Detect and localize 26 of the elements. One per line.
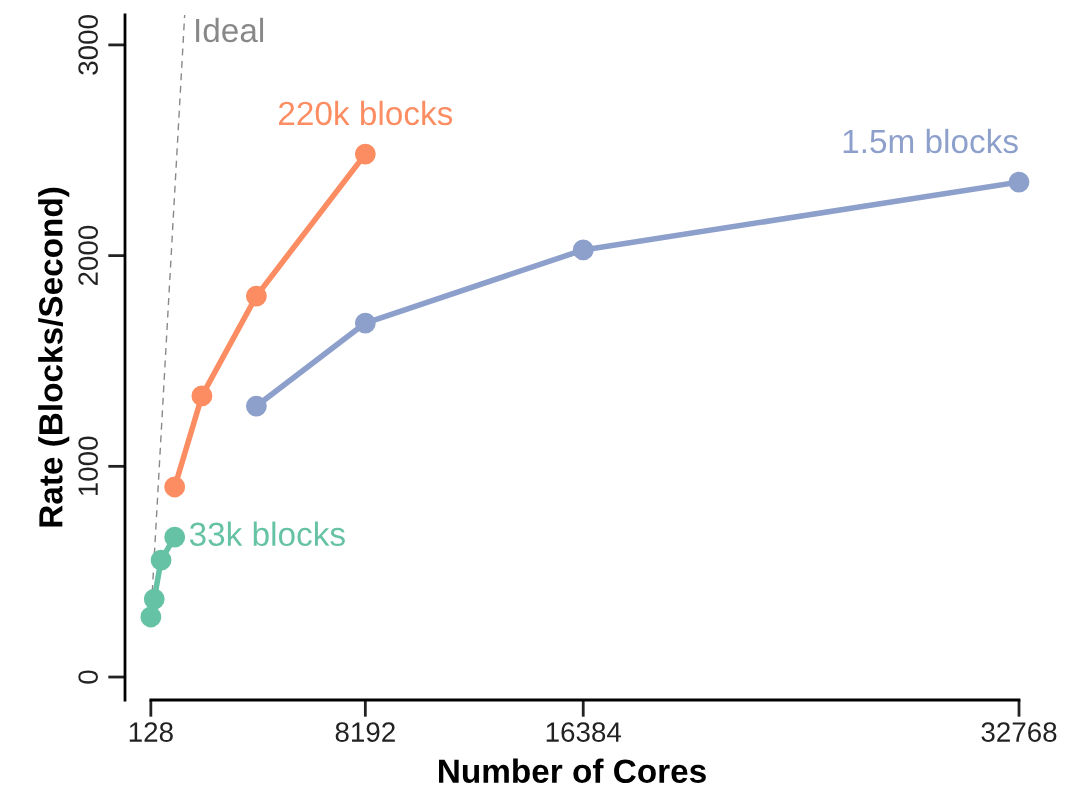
y-tick-label: 3000	[78, 15, 98, 75]
series-label: Ideal	[196, 17, 264, 43]
point	[245, 285, 267, 307]
point	[143, 588, 165, 610]
point	[1008, 171, 1030, 193]
y-tick-label: 1000	[78, 436, 98, 496]
series-label: 220k blocks	[279, 100, 453, 126]
series-label: 1.5m blocks	[843, 128, 1018, 154]
x-tick-label: 32768	[981, 722, 1057, 742]
point	[140, 606, 162, 628]
series-label: 33k blocks	[189, 521, 345, 547]
point	[191, 385, 213, 407]
x-axis-title: Number of Cores	[439, 758, 706, 784]
x-tick-label: 8192	[335, 722, 395, 742]
point	[164, 476, 186, 498]
point	[354, 143, 376, 165]
point	[572, 239, 594, 261]
point	[164, 526, 186, 548]
x-tick-label: 16384	[546, 722, 622, 742]
y-tick-label: 2000	[78, 225, 98, 286]
point	[354, 312, 376, 334]
point	[150, 549, 172, 571]
y-axis-title: Rate (Blocks/Second)	[38, 187, 70, 527]
x-tick-label: 128	[129, 722, 173, 742]
y-tick-label: 0	[78, 670, 98, 684]
point	[245, 395, 267, 417]
